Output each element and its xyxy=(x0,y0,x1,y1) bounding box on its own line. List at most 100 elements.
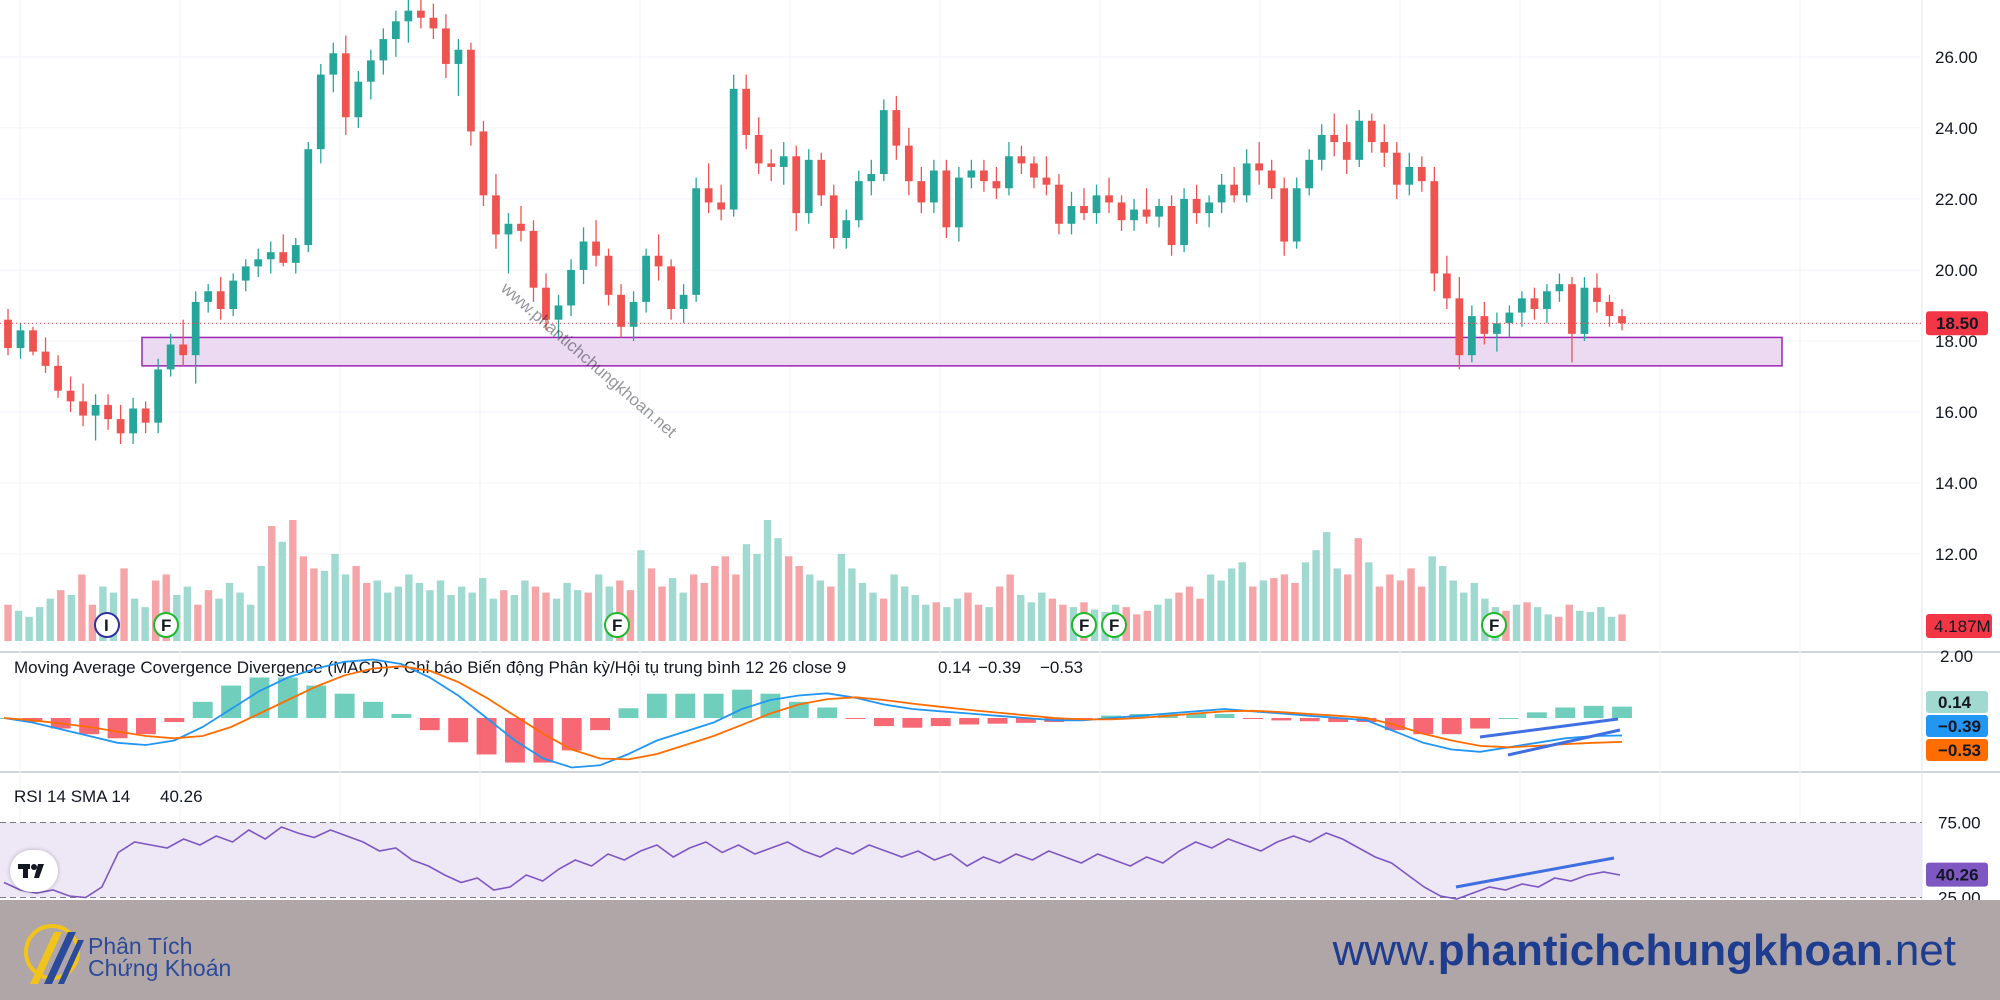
candle-body xyxy=(1455,298,1464,356)
macd-histogram-bar xyxy=(221,685,242,718)
macd-histogram-bar xyxy=(192,701,213,718)
candle-body xyxy=(154,369,163,423)
candle-body xyxy=(604,255,613,295)
volume-bar xyxy=(1301,562,1310,641)
candle-body xyxy=(1205,202,1213,214)
volume-bar xyxy=(310,568,318,641)
volume-bar xyxy=(4,604,12,641)
volume-bar xyxy=(352,565,360,641)
candle-body xyxy=(404,10,413,22)
volume-bar xyxy=(995,586,1004,641)
volume-bar xyxy=(299,556,308,641)
candle-body xyxy=(54,365,62,391)
candle-body xyxy=(529,230,538,288)
volume-bar xyxy=(911,595,919,641)
volume-bar xyxy=(331,553,339,641)
candle-body xyxy=(1568,284,1576,334)
candle-body xyxy=(1305,159,1314,189)
macd-histogram-bar xyxy=(1271,718,1292,721)
rsi-tick-label: 75.00 xyxy=(1938,814,1981,833)
volume-bar xyxy=(1618,614,1626,641)
volume-bar xyxy=(1227,568,1236,641)
candle-body xyxy=(329,53,338,75)
candle-body xyxy=(929,170,938,203)
candle-body xyxy=(429,17,438,29)
volume-bar xyxy=(1312,550,1320,641)
candle-body xyxy=(1292,188,1301,242)
candle-body xyxy=(1267,170,1276,189)
volume-bar xyxy=(510,595,519,641)
volume-bar xyxy=(415,582,424,641)
macd-histogram-bar xyxy=(277,677,298,718)
candle-body xyxy=(129,408,137,434)
candle-body xyxy=(241,266,250,281)
candle-body xyxy=(1618,316,1626,324)
volume-bar xyxy=(1449,580,1457,641)
volume-bar xyxy=(225,582,234,641)
candle-body xyxy=(1605,301,1614,317)
event-marker xyxy=(94,612,120,638)
macd-histogram-bar xyxy=(874,718,894,727)
candle-body xyxy=(904,145,913,182)
volume-bar xyxy=(14,610,23,641)
candle-body xyxy=(854,181,863,221)
candle-body xyxy=(4,319,12,349)
macd-histogram-bar xyxy=(987,718,1008,724)
volume-bar xyxy=(700,582,708,641)
volume-bar xyxy=(500,590,508,641)
website-url-domain: phantichchungkhoan xyxy=(1437,926,1883,975)
candle-body xyxy=(517,223,525,231)
candle-body xyxy=(1042,177,1051,185)
rsi-title: RSI 14 SMA 14 xyxy=(14,787,130,806)
candle-body xyxy=(717,202,726,210)
tradingview-logo[interactable] xyxy=(10,850,58,892)
macd-histogram-bar xyxy=(1101,715,1121,718)
volume-bar xyxy=(35,607,44,641)
macd-histogram-bar xyxy=(1470,718,1491,729)
event-marker xyxy=(153,612,179,638)
candle-body xyxy=(1005,156,1013,189)
volume-bar xyxy=(1344,574,1352,641)
macd-histogram-bar xyxy=(164,718,185,723)
macd-histogram-bar xyxy=(959,718,980,725)
candle-body xyxy=(442,28,450,64)
candle-body xyxy=(379,39,388,61)
macd-histogram-bar xyxy=(1498,718,1519,719)
candle-body xyxy=(1167,206,1176,246)
candle-body xyxy=(654,255,663,267)
volume-bar xyxy=(46,598,54,641)
candle-body xyxy=(141,408,150,423)
candle-body xyxy=(104,404,112,420)
volume-bar xyxy=(373,580,381,641)
event-marker-label: F xyxy=(1079,616,1089,635)
macd-histogram-bar xyxy=(1186,713,1207,718)
macd-divergence-trendline xyxy=(1507,728,1621,757)
macd-value-badge xyxy=(1926,715,1988,737)
macd-signal-line xyxy=(3,665,1623,761)
volume-bar xyxy=(584,592,592,641)
macd-value-label: −0.53 xyxy=(1938,741,1981,760)
macd-histogram-bar xyxy=(732,689,752,718)
volume-bar xyxy=(806,574,814,641)
volume-bar xyxy=(162,574,170,641)
macd-histogram-bar xyxy=(363,701,383,718)
candle-body xyxy=(1017,156,1026,164)
volume-bar xyxy=(215,598,223,641)
candle-body xyxy=(1392,152,1401,185)
macd-histogram-bar xyxy=(1243,718,1263,719)
chart-area[interactable]: 26.00 24.00 22.00 20.00 18.00 16.00 14.00 12.00… xyxy=(0,0,2000,900)
volume-bar xyxy=(774,538,782,641)
volume-bar xyxy=(637,550,645,641)
volume-bar xyxy=(679,592,687,641)
volume-bar xyxy=(479,578,487,641)
volume-bar xyxy=(858,582,867,641)
event-marker xyxy=(1071,612,1097,638)
candlestick-series xyxy=(4,0,1626,444)
candle-body xyxy=(1330,134,1339,143)
macd-title: Moving Average Covergence Divergence (MA… xyxy=(14,658,846,677)
volume-bar xyxy=(974,604,983,641)
candle-body xyxy=(980,170,988,182)
candle-body xyxy=(291,245,300,263)
volume-bar xyxy=(1555,616,1563,641)
candle-body xyxy=(116,419,125,434)
